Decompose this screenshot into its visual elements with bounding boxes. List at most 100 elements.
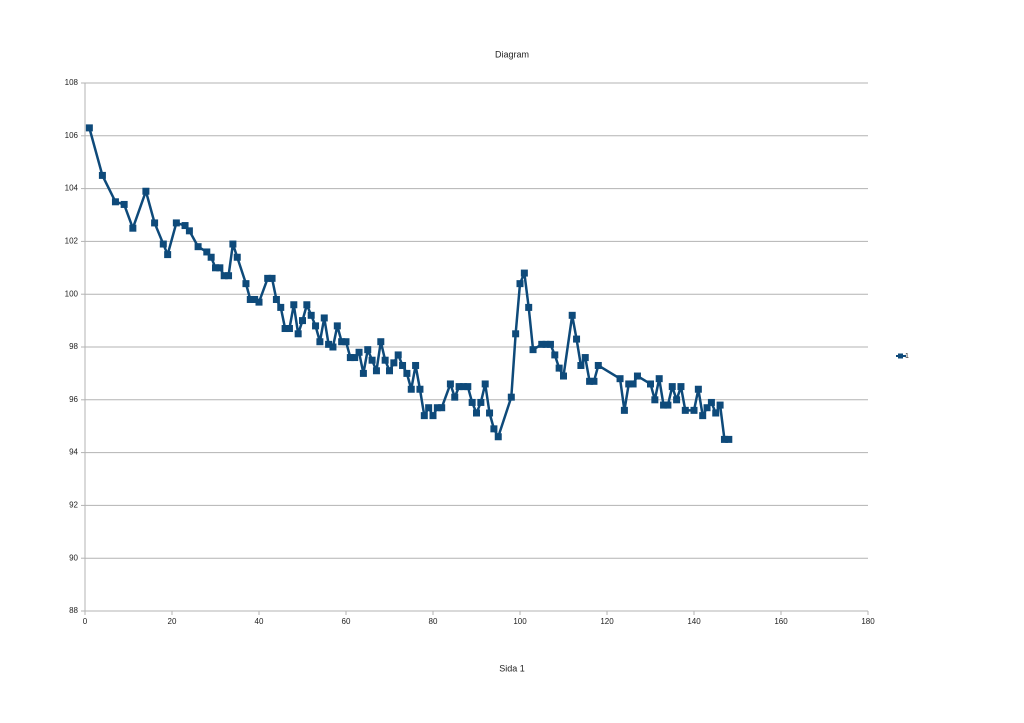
point-marker xyxy=(381,356,389,364)
point-marker xyxy=(294,330,302,338)
point-marker xyxy=(333,322,341,330)
point-marker xyxy=(651,396,659,404)
point-marker xyxy=(394,351,402,359)
point-marker xyxy=(647,380,654,388)
point-marker xyxy=(303,301,311,309)
point-marker xyxy=(246,295,254,303)
y-tick-label: 100 xyxy=(65,289,79,298)
point-marker xyxy=(616,375,624,383)
point-marker xyxy=(464,383,472,391)
point-marker xyxy=(403,369,411,377)
point-marker xyxy=(364,346,372,354)
x-tick-label: 80 xyxy=(429,617,438,626)
point-marker xyxy=(407,385,415,393)
point-marker xyxy=(372,367,380,375)
point-marker xyxy=(620,406,628,414)
x-tick-label: 140 xyxy=(687,617,701,626)
point-marker xyxy=(677,383,685,391)
point-marker xyxy=(690,406,698,414)
point-marker xyxy=(629,380,637,388)
x-tick-label: 40 xyxy=(255,617,264,626)
point-marker xyxy=(229,240,237,248)
point-marker xyxy=(712,409,720,417)
y-tick-label: 94 xyxy=(69,448,78,457)
point-marker xyxy=(520,269,528,277)
point-marker xyxy=(459,383,467,391)
point-marker xyxy=(285,325,293,333)
point-marker xyxy=(412,361,420,369)
point-marker xyxy=(272,295,280,303)
point-marker xyxy=(420,412,428,420)
point-marker xyxy=(216,264,224,272)
point-marker xyxy=(290,301,298,309)
point-marker xyxy=(494,433,502,441)
point-marker xyxy=(342,338,350,346)
point-marker xyxy=(142,187,150,195)
point-marker xyxy=(655,375,663,383)
x-tick-label: 20 xyxy=(168,617,177,626)
x-tick-label: 0 xyxy=(83,617,88,626)
y-tick-label: 90 xyxy=(69,553,78,562)
legend-marker xyxy=(898,353,903,359)
point-marker xyxy=(720,435,728,443)
point-marker xyxy=(316,338,324,346)
point-marker xyxy=(312,322,320,330)
point-marker xyxy=(703,404,711,412)
point-marker xyxy=(551,351,559,359)
y-tick-label: 102 xyxy=(65,237,79,246)
point-marker xyxy=(673,396,681,404)
point-marker xyxy=(207,253,215,261)
point-marker xyxy=(490,425,498,433)
point-marker xyxy=(242,280,250,288)
page-footer: Sida 1 xyxy=(499,663,525,673)
point-marker xyxy=(529,346,537,354)
point-marker xyxy=(255,298,263,306)
point-marker xyxy=(390,359,398,367)
y-tick-label: 106 xyxy=(65,131,79,140)
point-marker xyxy=(164,251,172,259)
point-marker xyxy=(538,340,546,348)
point-marker xyxy=(473,409,480,417)
point-marker xyxy=(111,198,119,206)
point-marker xyxy=(573,335,581,343)
point-marker xyxy=(194,243,202,251)
point-marker xyxy=(477,398,485,406)
point-marker xyxy=(377,338,385,346)
point-marker xyxy=(590,377,598,385)
point-marker xyxy=(129,224,137,232)
point-marker xyxy=(359,369,367,377)
y-tick-label: 92 xyxy=(69,501,78,510)
y-tick-label: 96 xyxy=(69,395,78,404)
point-marker xyxy=(568,311,576,319)
point-marker xyxy=(181,222,189,230)
point-marker xyxy=(512,330,520,338)
point-marker xyxy=(98,171,106,179)
point-marker xyxy=(120,200,128,208)
point-marker xyxy=(251,295,259,303)
point-marker xyxy=(386,367,393,375)
point-marker xyxy=(451,393,459,401)
point-marker xyxy=(577,361,585,369)
point-marker xyxy=(468,398,476,406)
point-marker xyxy=(264,274,272,282)
point-marker xyxy=(507,393,515,401)
point-marker xyxy=(329,343,337,351)
point-marker xyxy=(159,240,167,248)
x-tick-label: 120 xyxy=(600,617,614,626)
point-marker xyxy=(433,404,441,412)
point-marker xyxy=(525,303,533,311)
point-marker xyxy=(668,383,676,391)
point-marker xyxy=(725,435,733,443)
x-tick-label: 100 xyxy=(513,617,527,626)
point-marker xyxy=(368,356,376,364)
point-marker xyxy=(203,248,211,256)
point-marker xyxy=(546,340,554,348)
point-marker xyxy=(338,338,346,346)
x-tick-label: 60 xyxy=(342,617,351,626)
point-marker xyxy=(594,361,602,369)
point-marker xyxy=(233,253,241,261)
point-marker xyxy=(307,311,315,319)
y-tick-label: 98 xyxy=(69,342,78,351)
y-tick-label: 108 xyxy=(65,78,79,87)
point-marker xyxy=(542,340,550,348)
